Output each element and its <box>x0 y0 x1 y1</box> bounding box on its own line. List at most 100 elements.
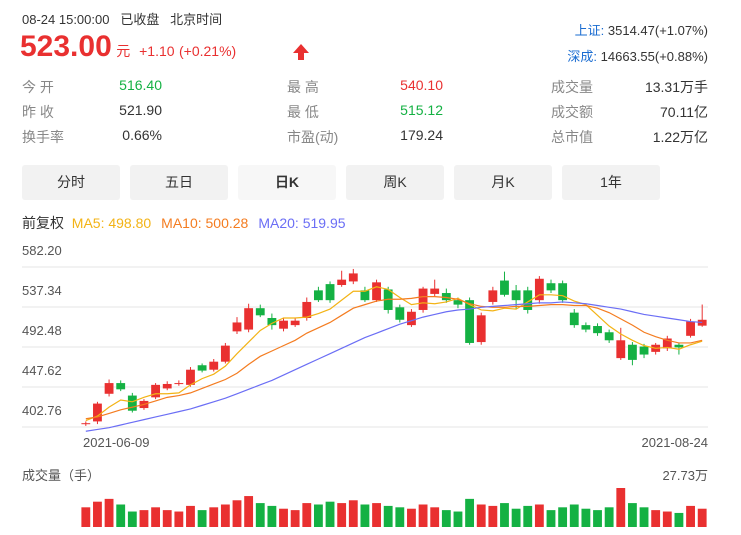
stat-label: 成交量 <box>551 79 593 95</box>
volume-bar <box>430 507 440 527</box>
ma-line <box>85 301 703 432</box>
index-sh[interactable]: 上证: 3514.47(+1.07%) <box>575 20 708 39</box>
index-sz[interactable]: 深成: 14663.55(+0.88%) <box>567 46 708 65</box>
stat-value: 0.66% <box>122 127 162 143</box>
candle-body <box>337 279 347 286</box>
stat-value: 179.24 <box>400 127 443 143</box>
change: +1.10 <box>139 43 175 59</box>
candle-body <box>116 383 126 390</box>
time: 08-24 15:00:00 <box>22 12 110 27</box>
volume-bar <box>581 508 591 527</box>
stat-value: 521.90 <box>119 102 162 118</box>
candle-body <box>441 293 451 301</box>
candle-body <box>674 344 684 348</box>
candle-body <box>430 288 440 294</box>
tab[interactable]: 日K <box>238 165 336 200</box>
candle-body <box>476 315 486 343</box>
legend-items: MA5: 498.80 MA10: 500.28 MA20: 519.95 <box>72 215 356 231</box>
volume-bar <box>116 504 126 527</box>
candle-body <box>639 346 649 355</box>
volume-bar <box>476 504 486 527</box>
index-name: 深成: <box>567 49 598 64</box>
candle-body <box>511 290 521 301</box>
candle-body <box>616 340 626 359</box>
candle-body <box>407 311 416 326</box>
volume-bar <box>569 504 579 527</box>
volume-bar <box>337 503 347 527</box>
candle-body <box>255 308 265 316</box>
candle-body <box>186 369 195 385</box>
stat-label: 最 低 <box>287 104 319 120</box>
price: 523.00 <box>20 30 112 63</box>
candle-body <box>523 290 533 310</box>
volume-bar <box>686 505 695 527</box>
candle-body <box>395 307 405 320</box>
tab[interactable]: 周K <box>346 165 444 200</box>
volume-bar <box>395 507 405 527</box>
candle-body <box>127 395 137 411</box>
volume-bar <box>151 507 161 527</box>
tab[interactable]: 月K <box>454 165 552 200</box>
candle-body <box>593 326 602 334</box>
candle-body <box>302 301 312 318</box>
candle-body <box>697 319 707 326</box>
volume-bar <box>93 501 102 527</box>
candle-body <box>569 312 579 326</box>
stat-label: 今 开 <box>22 79 54 95</box>
volume-bar <box>627 503 637 527</box>
volume-bar <box>383 505 393 527</box>
candle-body <box>151 384 161 398</box>
change-pct: (+0.21%) <box>179 43 237 59</box>
volume-bar <box>127 511 137 527</box>
volume-bar <box>500 503 509 527</box>
candle-body <box>93 403 102 422</box>
volume-bar <box>290 510 300 527</box>
x-tick-label: 2021-06-09 <box>83 435 150 450</box>
tab[interactable]: 五日 <box>130 165 228 200</box>
volume-bar <box>186 505 195 527</box>
candle-body <box>325 284 335 301</box>
candle-body <box>546 283 556 291</box>
ma-line <box>85 286 703 422</box>
tab[interactable]: 分时 <box>22 165 120 200</box>
volume-bar <box>267 505 277 527</box>
stat-label: 市盈(动) <box>287 129 339 145</box>
timezone: 北京时间 <box>170 12 223 27</box>
volume-title: 成交量（手） <box>22 468 100 483</box>
tab[interactable]: 1年 <box>562 165 660 200</box>
volume-bar <box>616 488 626 527</box>
candle-body <box>174 383 184 385</box>
candle-body <box>372 282 381 301</box>
candle-body <box>348 273 358 282</box>
volume-bar <box>465 498 475 527</box>
volume-bar <box>546 510 556 527</box>
legend-entry: MA5: 498.80 <box>71 215 152 231</box>
index-value: 3514.47(+1.07%) <box>607 23 708 38</box>
volume-bar <box>558 507 568 527</box>
stat-value: 515.12 <box>400 102 443 118</box>
candle-body <box>604 332 614 341</box>
time-bar: 08-24 15:00:00 已收盘 北京时间 <box>22 9 222 28</box>
stat-value: 13.31万手 <box>644 79 708 95</box>
volume-bar <box>593 510 602 527</box>
volume-bar <box>220 504 230 527</box>
volume-bar <box>279 508 288 527</box>
y-tick-label: 582.20 <box>22 243 62 258</box>
candle-body <box>581 325 591 330</box>
stat-label: 昨 收 <box>22 104 54 120</box>
candle-body <box>627 344 637 360</box>
volume-bar <box>372 503 381 527</box>
candle-body <box>313 290 323 301</box>
volume-bar <box>209 507 219 527</box>
stat-value: 70.11亿 <box>660 104 708 120</box>
legend: 前复权 MA5: 498.80 MA10: 500.28 MA20: 519.95 <box>22 213 356 233</box>
ma-line <box>85 295 703 420</box>
volume-bar <box>639 507 649 527</box>
volume-bar <box>197 510 207 527</box>
candle-body <box>220 345 230 362</box>
adjust-label[interactable]: 前复权 <box>22 215 64 231</box>
index-value: 14663.55(+0.88%) <box>600 49 708 64</box>
volume-bar <box>674 512 684 527</box>
price-block: 523.00 元 +1.10 (+0.21%) <box>20 30 236 64</box>
